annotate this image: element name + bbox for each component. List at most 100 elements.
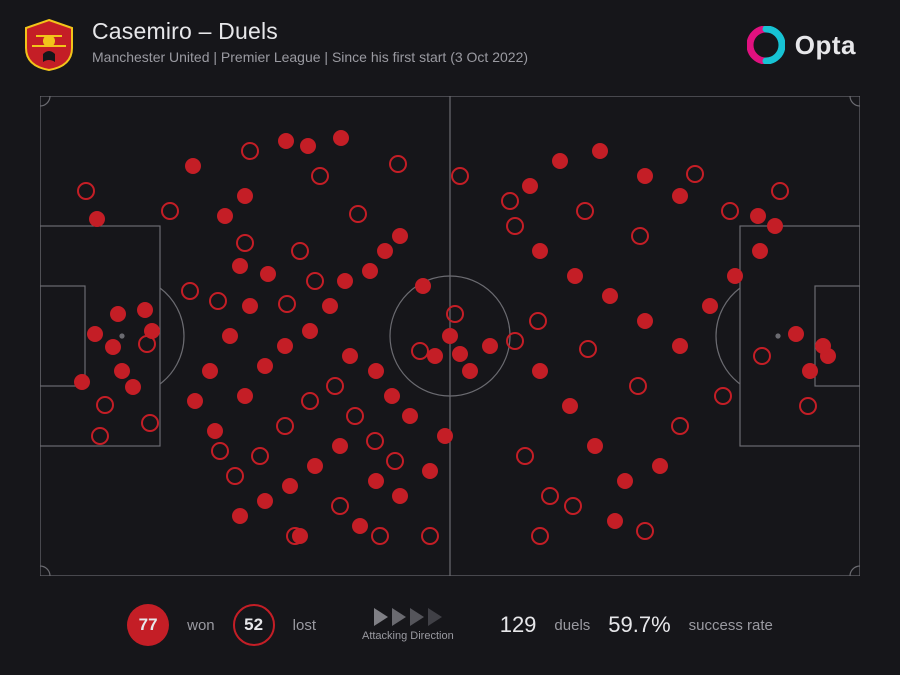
duel-won-marker [342, 348, 358, 364]
duel-won-marker [532, 243, 548, 259]
footer-stats: 77 won 52 lost Attacking Direction 129 d… [0, 597, 900, 653]
won-value: 77 [139, 615, 158, 635]
header: Casemiro – Duels Manchester United | Pre… [22, 18, 878, 80]
duel-lost-marker [637, 523, 653, 539]
duel-won-marker [278, 133, 294, 149]
duel-won-marker [422, 463, 438, 479]
brand-name: Opta [795, 30, 856, 61]
duel-won-marker [217, 208, 233, 224]
duel-won-marker [300, 138, 316, 154]
duel-lost-marker [580, 341, 596, 357]
duel-lost-marker [307, 273, 323, 289]
duel-won-marker [332, 438, 348, 454]
total-label: duels [554, 617, 590, 634]
duel-won-marker [567, 268, 583, 284]
lost-label: lost [293, 617, 316, 634]
duel-lost-marker [502, 193, 518, 209]
duel-lost-marker [367, 433, 383, 449]
duel-won-marker [89, 211, 105, 227]
duel-lost-marker [722, 203, 738, 219]
duel-won-marker [257, 493, 273, 509]
duel-lost-marker [632, 228, 648, 244]
duel-won-marker [362, 263, 378, 279]
duel-lost-marker [412, 343, 428, 359]
total-value: 129 [500, 612, 537, 638]
duel-lost-marker [507, 218, 523, 234]
brand: Opta [747, 26, 856, 64]
chevron-right-icon [374, 608, 388, 626]
duel-lost-marker [332, 498, 348, 514]
chevron-right-icon [428, 608, 442, 626]
duel-won-marker [384, 388, 400, 404]
duel-won-marker [727, 268, 743, 284]
chevron-right-icon [410, 608, 424, 626]
duel-lost-marker [327, 378, 343, 394]
chevron-right-icon [392, 608, 406, 626]
duel-lost-marker [252, 448, 268, 464]
duel-lost-marker [347, 408, 363, 424]
duel-lost-marker [92, 428, 108, 444]
page-subtitle: Manchester United | Premier League | Sin… [92, 49, 528, 65]
duel-lost-marker [390, 156, 406, 172]
rate-label: success rate [689, 617, 773, 634]
title-block: Casemiro – Duels Manchester United | Pre… [92, 18, 528, 65]
duel-won-marker [333, 130, 349, 146]
duel-lost-marker [212, 443, 228, 459]
duel-won-marker [752, 243, 768, 259]
duel-lost-marker [292, 243, 308, 259]
pitch-chart [40, 96, 860, 576]
duel-won-marker [392, 488, 408, 504]
duel-won-marker [377, 243, 393, 259]
duel-won-marker [302, 323, 318, 339]
duel-lost-marker [542, 488, 558, 504]
duel-lost-marker [630, 378, 646, 394]
duel-lost-marker [302, 393, 318, 409]
duel-won-marker [802, 363, 818, 379]
duel-lost-marker [687, 166, 703, 182]
duel-won-marker [552, 153, 568, 169]
duel-won-marker [750, 208, 766, 224]
duel-won-marker [702, 298, 718, 314]
duel-lost-marker [182, 283, 198, 299]
duel-lost-marker [210, 293, 226, 309]
duel-won-marker [788, 326, 804, 342]
duel-won-marker [292, 528, 308, 544]
duel-won-marker [187, 393, 203, 409]
duel-won-marker [222, 328, 238, 344]
duel-won-marker [637, 168, 653, 184]
duel-lost-marker [227, 468, 243, 484]
duel-won-marker [437, 428, 453, 444]
duel-lost-marker [277, 418, 293, 434]
duel-won-marker [392, 228, 408, 244]
duel-won-marker [767, 218, 783, 234]
duel-won-marker [257, 358, 273, 374]
duel-won-marker [202, 363, 218, 379]
duel-won-marker [352, 518, 368, 534]
duel-lost-marker [387, 453, 403, 469]
duel-lost-marker [142, 415, 158, 431]
duel-lost-marker [532, 528, 548, 544]
duel-lost-marker [279, 296, 295, 312]
duel-won-marker [522, 178, 538, 194]
duel-won-marker [427, 348, 443, 364]
duel-lost-marker [577, 203, 593, 219]
duel-won-marker [368, 363, 384, 379]
duel-won-marker [652, 458, 668, 474]
duel-won-marker [237, 388, 253, 404]
duel-won-marker [368, 473, 384, 489]
duel-won-marker [232, 508, 248, 524]
duel-lost-marker [237, 235, 253, 251]
duel-lost-marker [350, 206, 366, 222]
duel-won-marker [232, 258, 248, 274]
duel-lost-marker [97, 397, 113, 413]
duel-won-marker [110, 306, 126, 322]
duel-won-marker [402, 408, 418, 424]
duel-lost-marker [754, 348, 770, 364]
duel-won-marker [462, 363, 478, 379]
duel-lost-marker [672, 418, 688, 434]
duel-won-marker [185, 158, 201, 174]
duel-won-marker [672, 188, 688, 204]
duel-won-marker [815, 338, 831, 354]
lost-value: 52 [244, 615, 263, 635]
duel-won-marker [282, 478, 298, 494]
